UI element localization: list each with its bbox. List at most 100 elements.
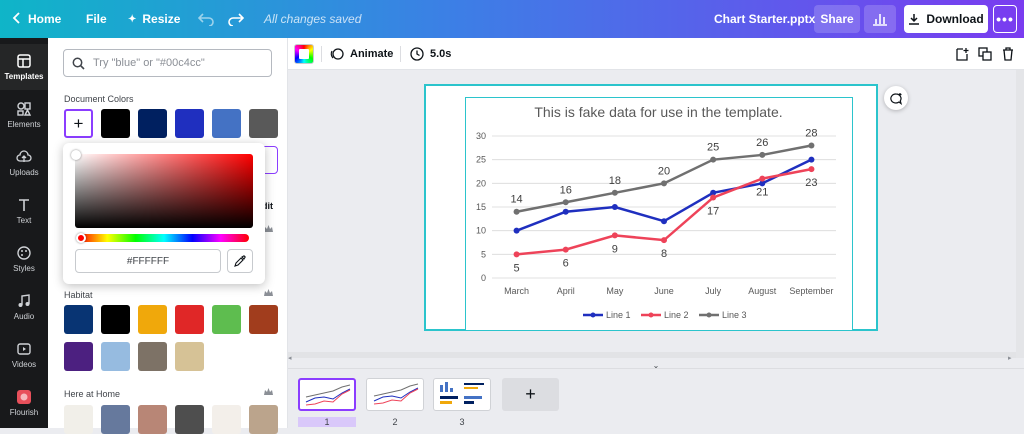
- legend-marker: [648, 312, 654, 318]
- color-swatch[interactable]: [175, 405, 204, 434]
- color-swatch[interactable]: [212, 405, 241, 434]
- duration-button[interactable]: 5.0s: [410, 38, 451, 70]
- data-point: [611, 189, 618, 196]
- color-swatch[interactable]: [101, 342, 130, 371]
- add-color-button[interactable]: +: [64, 109, 93, 138]
- undo-icon: [198, 13, 214, 26]
- data-label: 16: [560, 184, 572, 196]
- color-swatch[interactable]: [64, 305, 93, 334]
- horizontal-scrollbar[interactable]: [288, 352, 1016, 358]
- chevron-down-icon[interactable]: ⌄: [652, 361, 660, 370]
- plus-icon: +: [525, 384, 536, 404]
- color-search-input[interactable]: Try "blue" or "#00c4cc": [63, 49, 272, 77]
- y-tick-label: 15: [476, 202, 486, 212]
- rail-item-videos[interactable]: Videos: [0, 332, 48, 378]
- hue-handle[interactable]: [76, 233, 86, 243]
- data-point: [710, 194, 717, 201]
- text-icon: [19, 199, 29, 211]
- hue-slider[interactable]: [76, 233, 249, 243]
- color-swatch[interactable]: [175, 305, 204, 334]
- y-tick-label: 20: [476, 178, 486, 188]
- share-button[interactable]: Share: [814, 5, 860, 33]
- data-point: [759, 180, 766, 187]
- rail-item-text[interactable]: Text: [0, 188, 48, 234]
- data-point: [759, 175, 766, 182]
- color-swatch[interactable]: [249, 109, 278, 138]
- resize-button[interactable]: ✦ Resize: [128, 12, 181, 26]
- color-swatch[interactable]: [212, 109, 241, 138]
- eyedropper-button[interactable]: [227, 249, 253, 273]
- side-rail: Templates Elements Uploads Text Styles A…: [0, 38, 48, 428]
- y-tick-label: 5: [481, 249, 486, 259]
- color-swatch[interactable]: [101, 405, 130, 434]
- rail-item-templates[interactable]: Templates: [0, 44, 48, 90]
- color-swatch[interactable]: [101, 109, 130, 138]
- hex-input[interactable]: #FFFFFF: [75, 249, 221, 273]
- saturation-area[interactable]: [71, 150, 253, 228]
- data-point: [611, 232, 618, 239]
- vertical-scrollbar[interactable]: [1016, 70, 1024, 358]
- color-swatch[interactable]: [138, 109, 167, 138]
- scroll-right-icon[interactable]: ▸: [1008, 355, 1012, 362]
- home-button[interactable]: Home: [12, 0, 61, 38]
- rail-item-uploads[interactable]: Uploads: [0, 140, 48, 186]
- color-swatch[interactable]: [249, 405, 278, 434]
- data-point: [808, 156, 815, 163]
- color-swatch[interactable]: [138, 305, 167, 334]
- rail-item-styles[interactable]: Styles: [0, 236, 48, 282]
- rail-item-flourish[interactable]: Flourish: [0, 380, 48, 426]
- slide-page[interactable]: This is fake data for use in the templat…: [424, 84, 878, 331]
- color-swatch[interactable]: [138, 342, 167, 371]
- color-swatch[interactable]: [138, 405, 167, 434]
- edit-link[interactable]: dit: [262, 201, 273, 211]
- document-colors-title: Document Colors: [64, 94, 134, 104]
- chart-thumbnail-icon: [373, 383, 419, 405]
- color-swatch[interactable]: [212, 305, 241, 334]
- color-swatch[interactable]: [64, 405, 93, 434]
- chart-element[interactable]: This is fake data for use in the templat…: [465, 97, 853, 331]
- rail-item-audio[interactable]: Audio: [0, 284, 48, 330]
- data-label: 26: [756, 137, 768, 149]
- page-thumbnail[interactable]: [433, 378, 491, 411]
- y-tick-label: 0: [481, 273, 486, 283]
- color-swatch[interactable]: [175, 109, 204, 138]
- page-thumbnail[interactable]: [298, 378, 356, 411]
- redo-button[interactable]: [228, 0, 244, 38]
- add-page-button[interactable]: [955, 38, 969, 70]
- data-point: [513, 208, 520, 215]
- color-swatch[interactable]: [175, 342, 204, 371]
- document-title[interactable]: Chart Starter.pptx: [714, 12, 816, 26]
- download-button[interactable]: Download: [904, 5, 988, 33]
- chart-title: This is fake data for use in the templat…: [534, 104, 782, 120]
- redo-icon: [228, 13, 244, 26]
- rail-item-elements[interactable]: Elements: [0, 92, 48, 138]
- file-menu[interactable]: File: [86, 12, 107, 26]
- x-tick-label: May: [606, 286, 624, 296]
- color-swatch[interactable]: [64, 342, 93, 371]
- duplicate-page-button[interactable]: [978, 38, 992, 70]
- data-label: 28: [805, 127, 817, 139]
- legend-label: Line 2: [664, 310, 689, 320]
- saturation-handle[interactable]: [71, 150, 81, 160]
- page-thumbnail[interactable]: [366, 378, 424, 411]
- animate-button[interactable]: Animate: [330, 38, 393, 70]
- color-swatch[interactable]: [249, 305, 278, 334]
- x-tick-label: August: [748, 286, 777, 296]
- top-bar: Home File ✦ Resize All changes saved Cha…: [0, 0, 1024, 38]
- add-page-thumb-button[interactable]: +: [502, 378, 559, 411]
- color-swatch[interactable]: [101, 305, 130, 334]
- bar-chart-icon: [873, 14, 887, 26]
- more-options-button[interactable]: •••: [993, 5, 1017, 33]
- undo-button[interactable]: [198, 0, 214, 38]
- insights-button[interactable]: [864, 5, 896, 33]
- more-icon: •••: [996, 11, 1014, 27]
- color-button[interactable]: [294, 44, 314, 64]
- data-label: 20: [658, 165, 670, 177]
- templates-icon: [17, 54, 31, 68]
- duplicate-icon: [978, 47, 992, 61]
- delete-page-button[interactable]: [1001, 38, 1015, 70]
- data-label: 25: [707, 142, 719, 154]
- add-comment-button[interactable]: [884, 86, 908, 110]
- save-status: All changes saved: [264, 12, 362, 26]
- scroll-left-icon[interactable]: ◂: [288, 355, 292, 362]
